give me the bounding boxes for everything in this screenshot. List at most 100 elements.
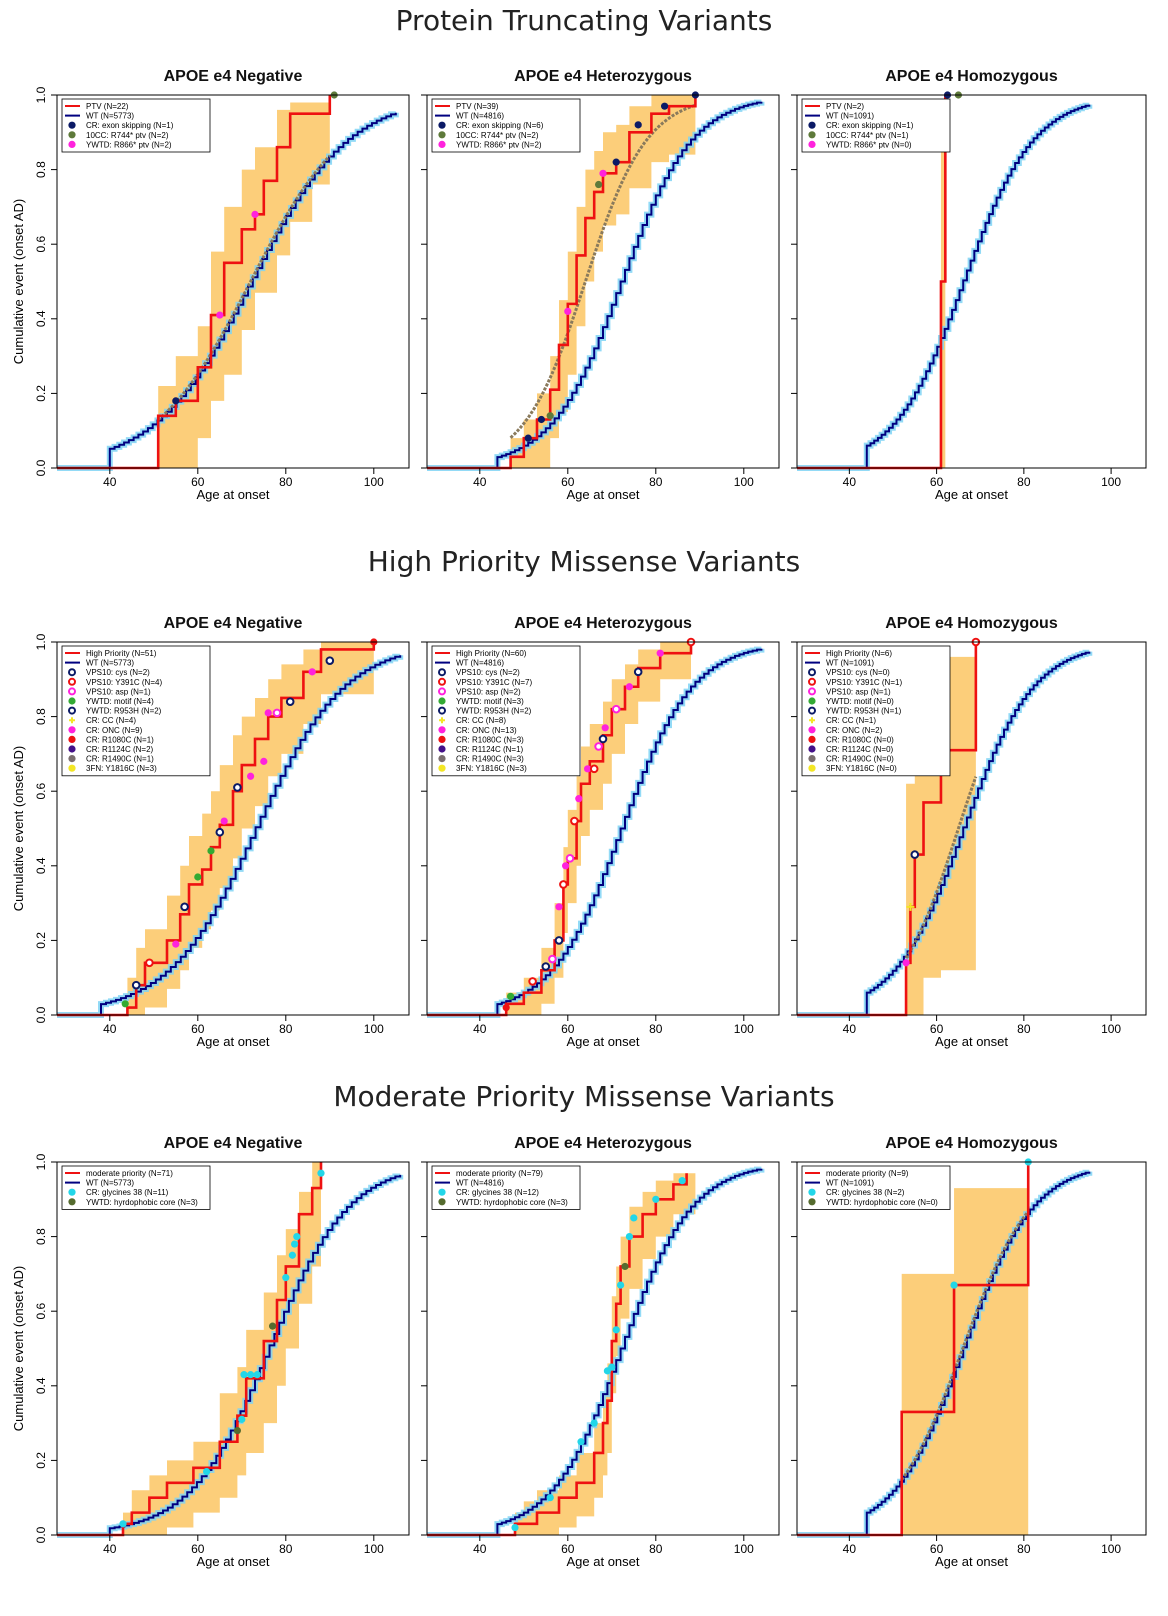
x-tick-label: 60 [191,1022,205,1036]
data-point [524,434,532,442]
data-point [575,795,583,803]
y-tick-label: 0.2 [34,385,48,402]
data-point [264,709,272,717]
x-tick-label: 60 [930,1542,944,1556]
legend-swatch [68,726,76,734]
legend-label: CR: R1080C (N=0) [826,735,894,744]
chart-panel-5: APOE e4 Heterozygous 40 60 80 100 Age at onse… [421,615,780,1049]
legend-label: YWTD: R866* ptv (N=2) [456,140,542,149]
legend-swatch [808,726,816,734]
legend-label: High Priority (N=6) [826,649,892,658]
variant-step-curve [57,1162,323,1537]
data-point [233,783,242,792]
data-point [611,704,621,714]
y-axis-label: Cumulative event (onset AD) [11,1266,26,1431]
data-point [233,1426,241,1435]
y-axis-label: Cumulative event (onset AD) [11,746,26,911]
legend-label: CR: R1490C (N=0) [826,755,894,764]
data-point [548,954,557,964]
legend-swatch [438,764,446,772]
data-point [634,121,642,129]
chart-panel-8: APOE e4 Heterozygous 40 60 80 100 Age at onse… [421,1135,780,1569]
legend-swatch [438,735,446,744]
legend-label: WT (N=1091) [826,1179,874,1188]
legend-label: 10CC: R744* ptv (N=2) [456,131,539,140]
legend-label: CR: ONC (N=13) [456,726,517,735]
legend-swatch [438,726,446,734]
data-point [564,307,572,315]
x-axis-label: Age at onset [567,1034,640,1049]
chart-panel-7: APOE e4 Negative 40 60 80 100 Age at onset 0.0… [11,1135,410,1569]
expected-curve [157,154,331,421]
legend-box [431,645,581,777]
legend-label: WT (N=4816) [456,1179,504,1188]
x-tick-label: 60 [191,1542,205,1556]
legend-swatch [438,706,446,715]
legend-swatch [68,735,76,744]
data-point [590,1419,598,1427]
plot-frame [796,641,1147,1016]
legend-label: PTV (N=2) [826,102,864,111]
x-tick-label: 40 [473,1022,487,1036]
data-point [950,1281,958,1289]
chart-title: APOE e4 Negative [164,1135,303,1152]
x-tick-label: 40 [103,1022,117,1036]
legend-swatch [808,706,816,715]
data-point [238,1415,246,1423]
x-tick-label: 40 [103,1542,117,1556]
legend-label: 3FN: Y1816C (N=3) [456,764,527,773]
legend-label: YWTD: R866* ptv (N=0) [826,140,912,149]
legend-label: CR: R1080C (N=3) [456,735,524,744]
legend-label: WT (N=1091) [826,659,874,668]
legend-label: CR: R1490C (N=3) [456,755,524,764]
legend-label: CR: R1080C (N=1) [86,735,154,744]
section-title-moderate-priority: Moderate Priority Missense Variants [333,1080,835,1113]
x-tick-label: 80 [279,1022,293,1036]
legend-label: CR: R1124C (N=2) [86,745,154,754]
legend-swatch [808,140,816,148]
legend-label: PTV (N=22) [86,102,129,111]
legend-label: VPS10: asp (N=1) [826,687,891,696]
legend: PTV (N=39)WT (N=4816)CR: exon skipping (… [431,98,581,153]
data-point [621,1262,629,1271]
legend-swatch [438,140,446,148]
legend-swatch [68,706,76,715]
legend-swatch [68,697,76,705]
data-point [598,734,608,744]
x-tick-label: 40 [843,475,857,489]
confidence-band [515,1173,696,1535]
data-point [546,412,554,420]
x-tick-label: 100 [1101,1022,1121,1036]
x-tick-label: 80 [279,475,293,489]
x-tick-label: 80 [1017,475,1031,489]
legend-swatch [68,764,76,772]
plot-frame [426,94,780,469]
chart-title: APOE e4 Homozygous [885,615,1058,632]
legend-swatch [68,677,76,686]
legend-label: CR: ONC (N=9) [86,726,143,735]
x-tick-label: 80 [649,1022,663,1036]
legend-swatch [438,697,446,705]
legend-box [61,1165,211,1210]
x-tick-label: 80 [1017,1542,1031,1556]
legend-label: YWTD: R953H (N=2) [86,707,162,716]
legend-swatch [68,140,76,148]
x-tick-label: 80 [1017,1022,1031,1036]
data-point [594,742,603,751]
expected-curve [904,776,978,959]
legend-label: VPS10: Y391C (N=1) [826,678,902,687]
data-point [308,668,316,676]
y-axis-label: Cumulative event (onset AD) [11,199,26,364]
x-axis-label: Age at onset [567,487,640,502]
chart-title: APOE e4 Homozygous [885,1135,1058,1152]
variant-step-curve [57,95,332,470]
legend-box [431,98,581,153]
data-point [293,1233,301,1241]
x-tick-label: 40 [473,475,487,489]
data-point [630,1214,638,1222]
y-tick-label: 0.0 [34,1526,48,1543]
legend-swatch [68,121,76,129]
y-tick-label: 0.4 [34,857,48,874]
data-point [541,962,551,971]
data-point [652,1195,660,1203]
